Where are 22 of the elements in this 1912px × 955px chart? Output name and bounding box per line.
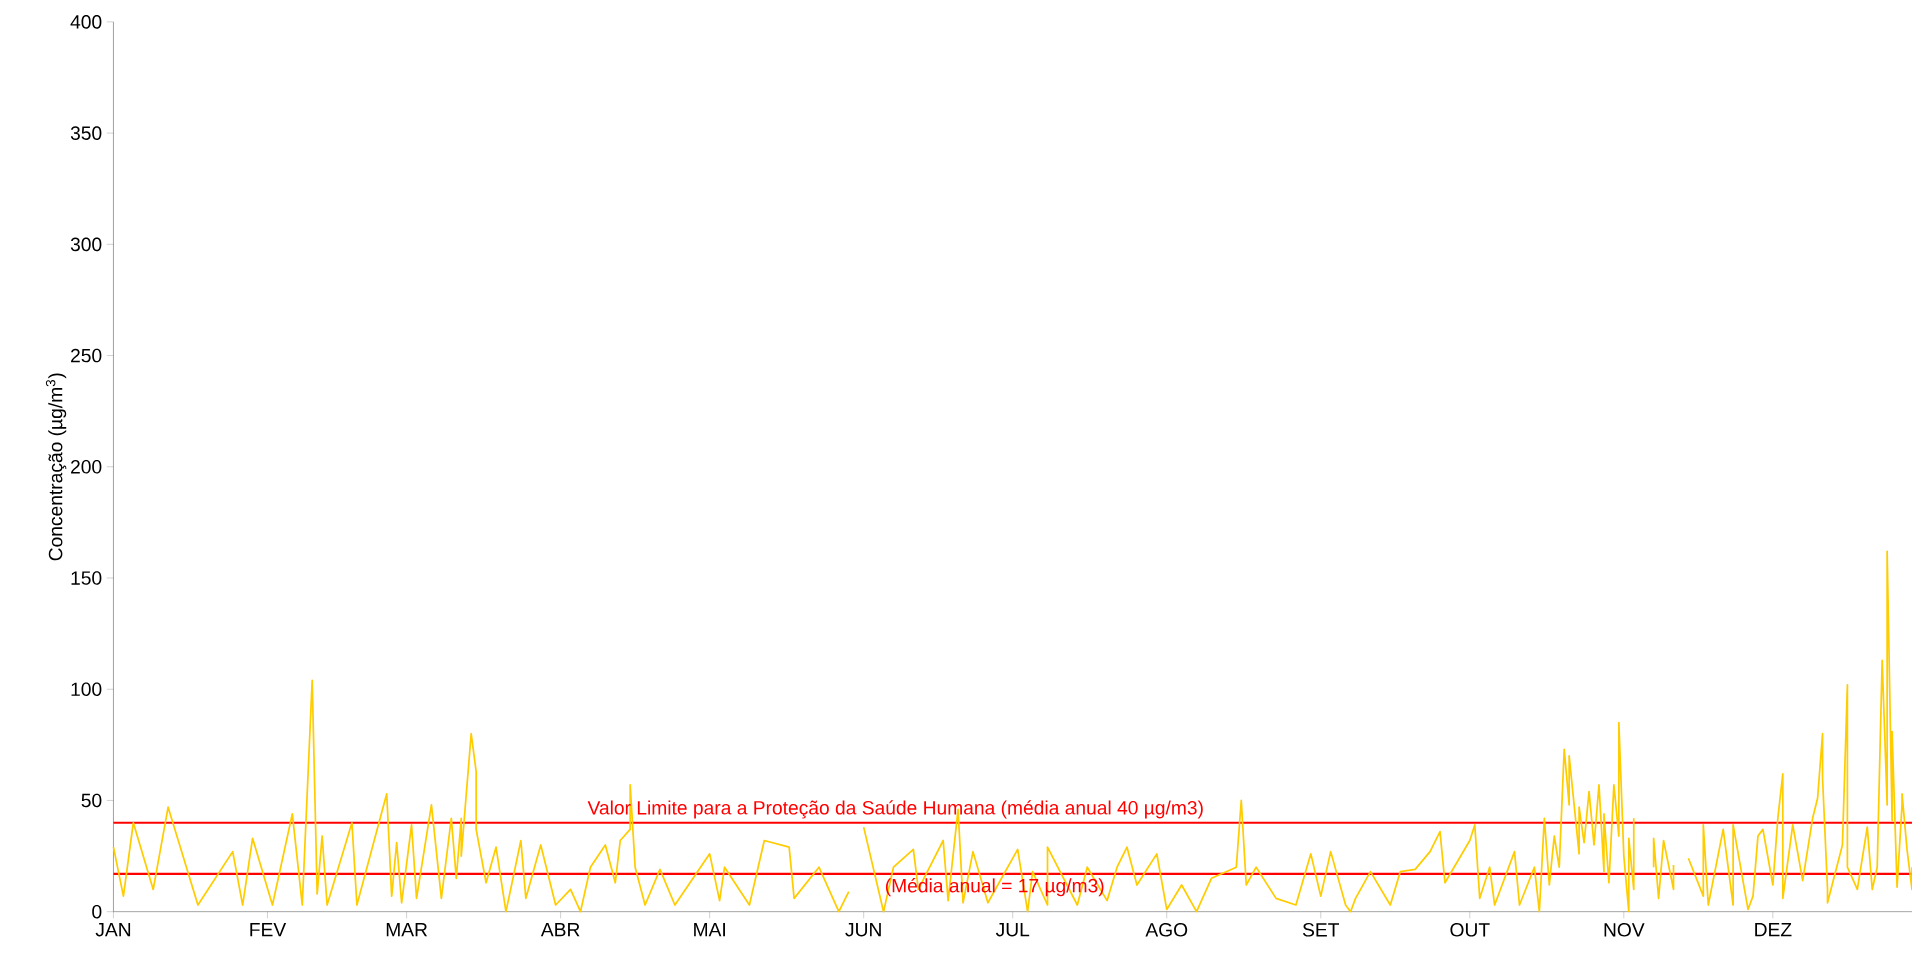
y-tick-label: 200 xyxy=(71,459,102,474)
x-tick-label: ABR xyxy=(540,922,580,937)
y-tick-label: 300 xyxy=(70,237,102,251)
x-tick-label: JAN xyxy=(95,922,131,937)
x-tick-label: DEZ xyxy=(1755,922,1792,937)
y-tick-label: 100 xyxy=(71,682,102,696)
y-tick-label: 0 xyxy=(92,904,102,919)
y-tick-label: 400 xyxy=(70,14,102,29)
x-tick-label: AGO xyxy=(1145,922,1188,937)
x-tick-label: NOV xyxy=(1604,922,1645,937)
y-tick-label: 50 xyxy=(81,793,102,808)
x-tick-label: MAI xyxy=(694,922,725,937)
x-tick-label: SET xyxy=(1302,922,1340,937)
x-tick-label: OUT xyxy=(1450,922,1490,937)
y-tick-label: 150 xyxy=(71,570,102,585)
x-tick-label: MAR xyxy=(386,922,428,937)
x-tick-label: JUL xyxy=(995,922,1030,937)
x-tick-label: JUN xyxy=(845,922,881,937)
y-axis-title: Concentração (µg/m$^{3}$) xyxy=(45,373,67,561)
y-tick-label: 250 xyxy=(71,348,102,363)
x-tick-label: FEV xyxy=(250,922,287,937)
y-tick-label: 350 xyxy=(70,126,102,140)
